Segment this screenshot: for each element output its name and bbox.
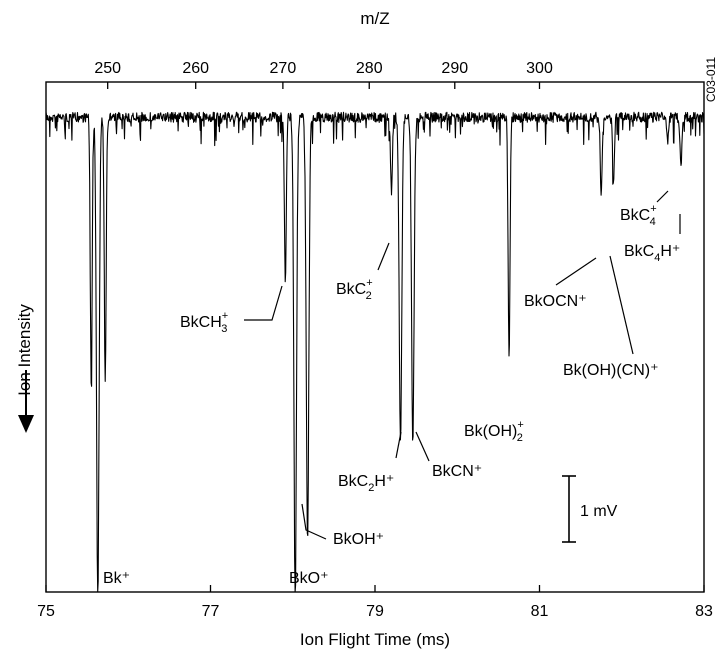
top-tick-label: 290 bbox=[441, 60, 468, 77]
peak-leader-lines bbox=[244, 190, 681, 540]
peak-label-sub: 4 bbox=[650, 216, 656, 228]
peak-label-main: BkC bbox=[620, 207, 650, 224]
peak-label-sub: 3 bbox=[221, 323, 227, 335]
peak-leader-line bbox=[301, 503, 327, 540]
peak-label: BkO⁺ bbox=[289, 570, 329, 587]
peak-label-sub: 4 bbox=[654, 252, 660, 264]
peak-label-sup: + bbox=[517, 419, 523, 431]
y-axis-arrow bbox=[18, 370, 34, 433]
figure-code-label: C03-011 bbox=[704, 57, 718, 102]
peak-leader-line bbox=[555, 257, 597, 286]
peak-label-tail: H⁺ bbox=[660, 243, 680, 260]
peak-label: BkC2H⁺ bbox=[338, 473, 394, 494]
peak-leader-line bbox=[609, 255, 634, 355]
ion-intensity-trace bbox=[45, 111, 705, 593]
peak-label-sup: + bbox=[366, 277, 372, 289]
bottom-axis-ticks: 75 77 79 81 83 bbox=[37, 585, 713, 620]
peak-label-main: BkCH bbox=[180, 314, 222, 331]
top-tick-label: 280 bbox=[356, 60, 383, 77]
bottom-tick-label: 77 bbox=[202, 603, 220, 620]
peak-label-sup: + bbox=[222, 310, 228, 322]
bottom-axis-title: Ion Flight Time (ms) bbox=[300, 630, 450, 649]
peak-label: BkOCN⁺ bbox=[524, 293, 587, 310]
peak-label: BkCH+ 3 bbox=[180, 310, 228, 335]
peak-label-tail: H⁺ bbox=[374, 473, 394, 490]
peak-leader-line bbox=[656, 190, 669, 203]
peak-label-sub: 2 bbox=[517, 432, 523, 444]
peak-label-main: BkC bbox=[338, 473, 368, 490]
peak-label-sup: + bbox=[650, 203, 656, 215]
bottom-tick-label: 81 bbox=[531, 603, 549, 620]
peak-label-main: BkC bbox=[624, 243, 654, 260]
peak-label-sub: 2 bbox=[368, 482, 374, 494]
peak-label-main: Bk(OH) bbox=[464, 423, 517, 440]
peak-leader-line bbox=[244, 285, 283, 321]
top-tick-label: 250 bbox=[94, 60, 121, 77]
bottom-tick-label: 83 bbox=[695, 603, 713, 620]
top-axis-title: m/Z bbox=[360, 9, 389, 28]
top-axis-ticks: 250 260 270 280 290 300 bbox=[94, 60, 553, 89]
peak-label: BkC+ 2 bbox=[336, 277, 373, 302]
peak-leader-line bbox=[415, 431, 430, 462]
scale-bar: 1 mV bbox=[562, 475, 618, 543]
peak-label: BkCN⁺ bbox=[432, 463, 482, 480]
peak-label: BkC4H⁺ bbox=[624, 243, 680, 264]
peak-label: BkOH⁺ bbox=[333, 531, 384, 548]
top-tick-label: 270 bbox=[270, 60, 297, 77]
peak-leader-line bbox=[395, 431, 402, 459]
peak-label-sub: 2 bbox=[366, 290, 372, 302]
bottom-tick-label: 79 bbox=[366, 603, 384, 620]
peak-label: BkC+ 4 bbox=[620, 203, 657, 228]
top-tick-label: 260 bbox=[182, 60, 209, 77]
bottom-tick-label: 75 bbox=[37, 603, 55, 620]
y-axis-title: Ion Intensity bbox=[15, 304, 34, 396]
peak-label: Bk(OH)(CN)⁺ bbox=[563, 362, 659, 379]
scale-bar-label: 1 mV bbox=[580, 503, 618, 520]
top-tick-label: 300 bbox=[526, 60, 553, 77]
peak-label: Bk(OH)+ 2 bbox=[464, 419, 524, 444]
peak-leader-line bbox=[377, 242, 390, 271]
peak-label-main: BkC bbox=[336, 281, 366, 298]
peak-label: Bk⁺ bbox=[103, 570, 130, 587]
